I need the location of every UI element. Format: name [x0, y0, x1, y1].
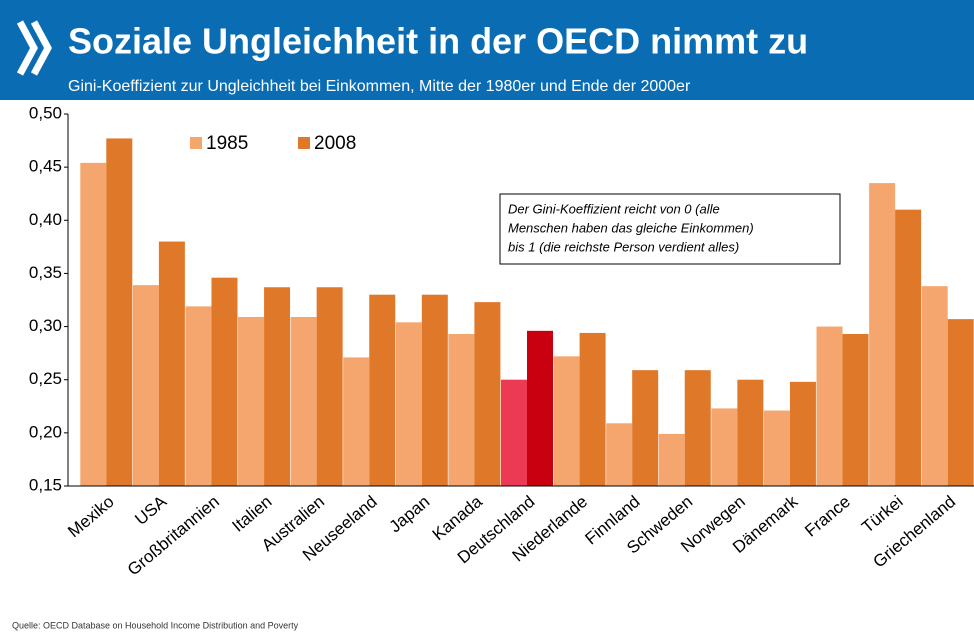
legend-label: 1985 — [206, 133, 248, 154]
bar — [264, 287, 291, 486]
bar — [711, 408, 738, 486]
bar — [869, 183, 896, 487]
bar — [343, 357, 370, 486]
y-tick-label: 0,45 — [29, 157, 62, 176]
bar — [763, 410, 790, 486]
bar — [395, 322, 422, 486]
bar — [290, 317, 317, 486]
bar — [421, 294, 448, 486]
bar — [474, 302, 501, 486]
bar — [80, 162, 107, 487]
y-tick-label: 0,50 — [29, 103, 62, 122]
y-tick-label: 0,15 — [29, 475, 62, 494]
x-tick-label: Mexiko — [64, 492, 117, 541]
bar — [185, 306, 212, 486]
legend-label: 2008 — [314, 133, 356, 154]
x-tick-label: Großbritannien — [124, 492, 223, 579]
annotation-box — [499, 193, 841, 265]
bar — [684, 370, 711, 486]
bar — [658, 433, 685, 486]
bar — [316, 287, 343, 486]
bar — [737, 379, 764, 486]
bar — [921, 286, 948, 486]
bar — [501, 379, 527, 486]
bar — [448, 334, 475, 486]
y-tick-label: 0,20 — [29, 422, 62, 441]
x-tick-label: Italien — [229, 492, 276, 536]
bar — [606, 423, 633, 486]
x-tick-label: USA — [131, 492, 170, 529]
bar — [632, 370, 659, 486]
y-tick-label: 0,35 — [29, 263, 62, 282]
y-tick-label: 0,25 — [29, 369, 62, 388]
annotation: bis 1 (die reichste Person verdient alle… — [508, 239, 739, 254]
logo — [16, 20, 52, 76]
bar — [238, 317, 265, 486]
bar — [369, 294, 396, 486]
bar — [158, 241, 185, 486]
bar — [132, 285, 159, 486]
bar — [211, 277, 238, 486]
chart-subtitle: Gini-Koeffizient zur Ungleichheit bei Ei… — [68, 78, 691, 95]
annotation: Der Gini-Koeffizient reicht von 0 (alle — [508, 201, 720, 216]
bar — [816, 326, 843, 486]
annotation: Menschen haben das gleiche Einkommen) — [508, 220, 754, 235]
bar — [947, 319, 974, 486]
y-tick-label: 0,30 — [29, 316, 62, 335]
x-tick-label: Japan — [386, 492, 434, 536]
x-tick-label: France — [801, 492, 854, 541]
bar — [579, 332, 606, 486]
chart-title: Soziale Ungleichheit in der OECD nimmt z… — [68, 21, 808, 62]
bar — [842, 334, 869, 486]
header-band — [0, 0, 974, 100]
bar — [895, 209, 922, 486]
legend-swatch — [190, 137, 202, 149]
bar — [789, 381, 816, 486]
bar — [553, 356, 580, 486]
bar — [527, 330, 553, 486]
legend-swatch — [298, 137, 310, 149]
source: Quelle: OECD Database on Household Incom… — [12, 620, 299, 630]
bar — [106, 138, 133, 486]
y-tick-label: 0,40 — [29, 210, 62, 229]
x-tick-label: Türkei — [858, 492, 906, 537]
